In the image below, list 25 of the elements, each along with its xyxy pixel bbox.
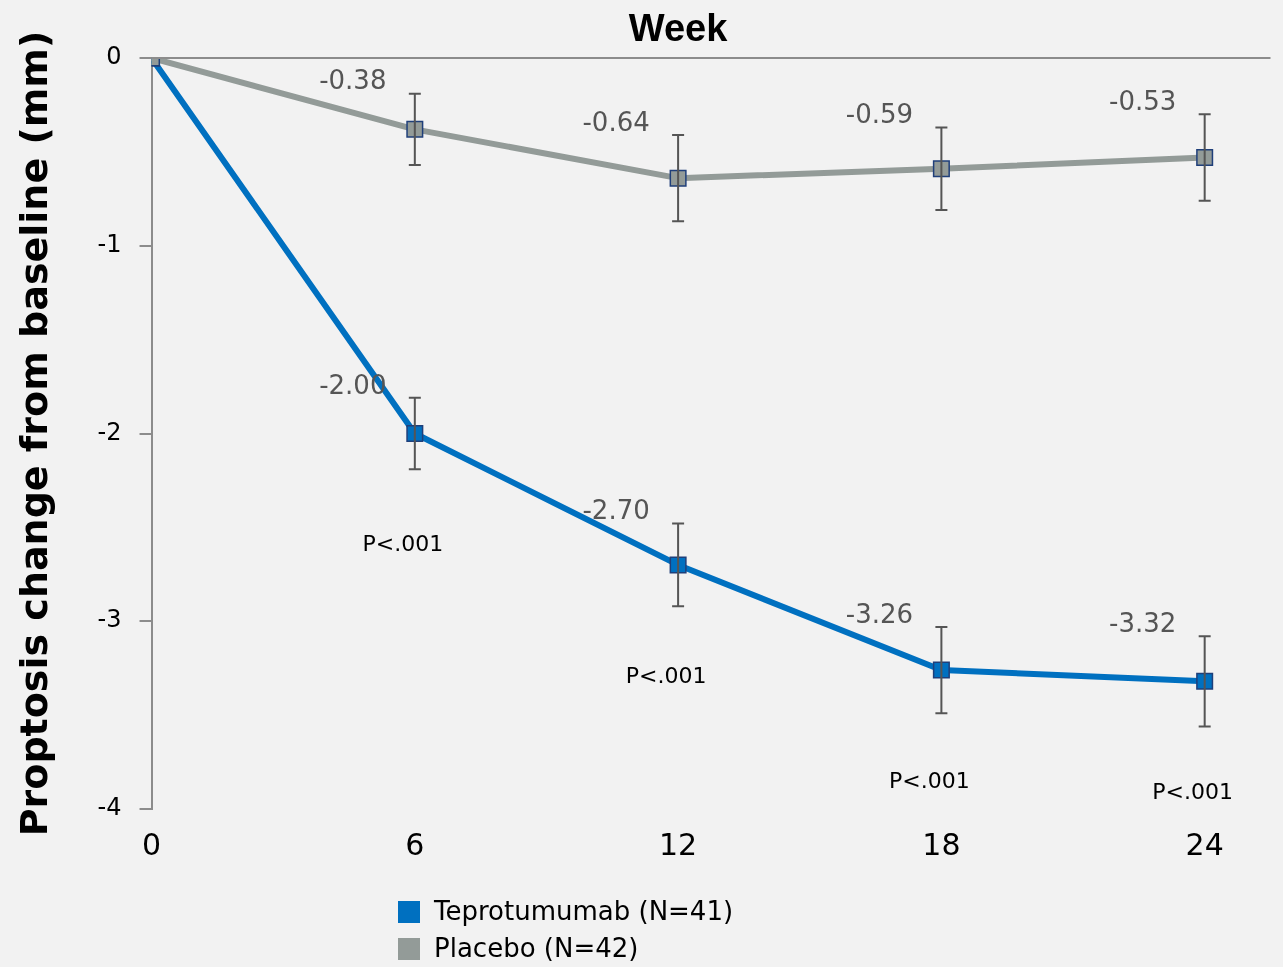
y-tick-label: -3 — [97, 605, 122, 634]
annotation: P<.001 — [362, 531, 444, 557]
x-tick-label: 12 — [659, 826, 698, 862]
y-tick-label: -1 — [97, 229, 122, 258]
x-tick-label: 6 — [405, 826, 425, 862]
annotation: P<.001 — [625, 662, 707, 688]
legend-label: Teprotumumab (N=41) — [434, 895, 734, 928]
annotation: P<.001 — [1152, 779, 1234, 805]
data-label: -0.64 — [582, 106, 650, 137]
data-label: -3.32 — [1109, 608, 1177, 639]
data-label: -0.59 — [845, 99, 914, 130]
data-label: -0.53 — [1109, 86, 1177, 117]
annotation: P<.001 — [889, 767, 970, 793]
x-tick-label: 0 — [141, 826, 162, 862]
x-tick-label: 18 — [922, 826, 961, 862]
legend-label: Placebo (N=42) — [434, 932, 639, 965]
y-tick-label: -4 — [97, 793, 122, 822]
y-axis-title: Proptosis change from baseline (mm) — [11, 30, 56, 837]
data-label: -0.38 — [319, 65, 387, 96]
x-tick-label: 24 — [1185, 826, 1224, 862]
data-label: -3.26 — [845, 598, 914, 629]
data-label: -2.70 — [582, 495, 650, 526]
y-tick-label: 0 — [106, 42, 122, 71]
y-tick-label: -2 — [97, 417, 122, 446]
x-axis-title: Week — [628, 7, 729, 50]
